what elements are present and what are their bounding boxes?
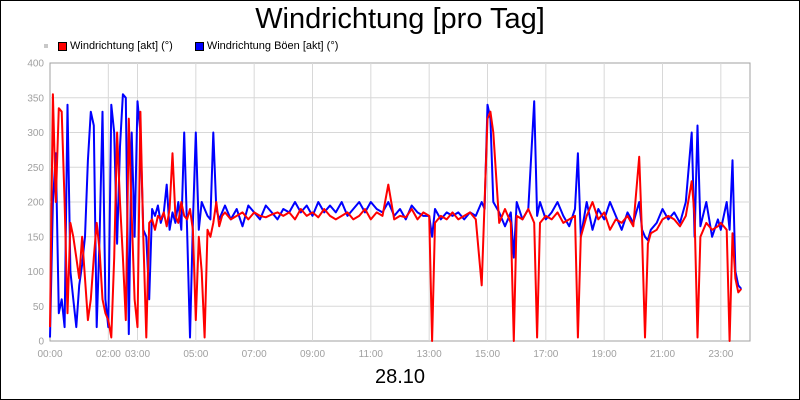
legend-item-windrichtung: Windrichtung [akt] (°) <box>58 40 173 52</box>
chart-legend: Windrichtung [akt] (°) Windrichtung Böen… <box>44 39 360 53</box>
x-tick-label: 02:00 <box>96 349 121 360</box>
x-tick-label: 21:00 <box>650 349 675 360</box>
chart-title: Windrichtung [pro Tag] <box>255 3 545 35</box>
y-tick-label: 150 <box>27 232 44 243</box>
x-tick-label: 23:00 <box>708 349 733 360</box>
legend-marker-dot <box>44 44 48 48</box>
y-tick-label: 300 <box>27 128 44 139</box>
y-tick-label: 350 <box>27 93 44 104</box>
y-tick-label: 100 <box>27 267 44 278</box>
x-tick-label: 17:00 <box>533 349 558 360</box>
x-tick-label: 13:00 <box>417 349 442 360</box>
legend-swatch-blue <box>194 41 204 51</box>
y-tick-label: 0 <box>38 337 44 348</box>
legend-label-windrichtung: Windrichtung [akt] (°) <box>70 40 173 52</box>
y-tick-label: 50 <box>33 302 45 313</box>
y-tick-label: 250 <box>27 163 44 174</box>
y-tick-label: 200 <box>27 198 44 209</box>
y-tick-label: 400 <box>27 59 44 70</box>
x-tick-label: 00:00 <box>37 349 62 360</box>
x-tick-label: 15:00 <box>475 349 500 360</box>
x-tick-label: 09:00 <box>300 349 325 360</box>
x-tick-label: 05:00 <box>183 349 208 360</box>
legend-swatch-red <box>58 41 67 51</box>
x-tick-label: 03:00 <box>125 349 150 360</box>
legend-label-boeen: Windrichtung Böen [akt] (°) <box>206 40 339 52</box>
x-tick-label: 19:00 <box>592 349 617 360</box>
legend-item-boeen: Windrichtung Böen [akt] (°) <box>194 40 339 52</box>
series-line-0 <box>49 93 743 342</box>
date-label: 28.10 <box>374 366 426 388</box>
x-tick-label: 11:00 <box>359 349 384 360</box>
x-tick-label: 07:00 <box>242 349 267 360</box>
series-line-1 <box>49 93 743 339</box>
